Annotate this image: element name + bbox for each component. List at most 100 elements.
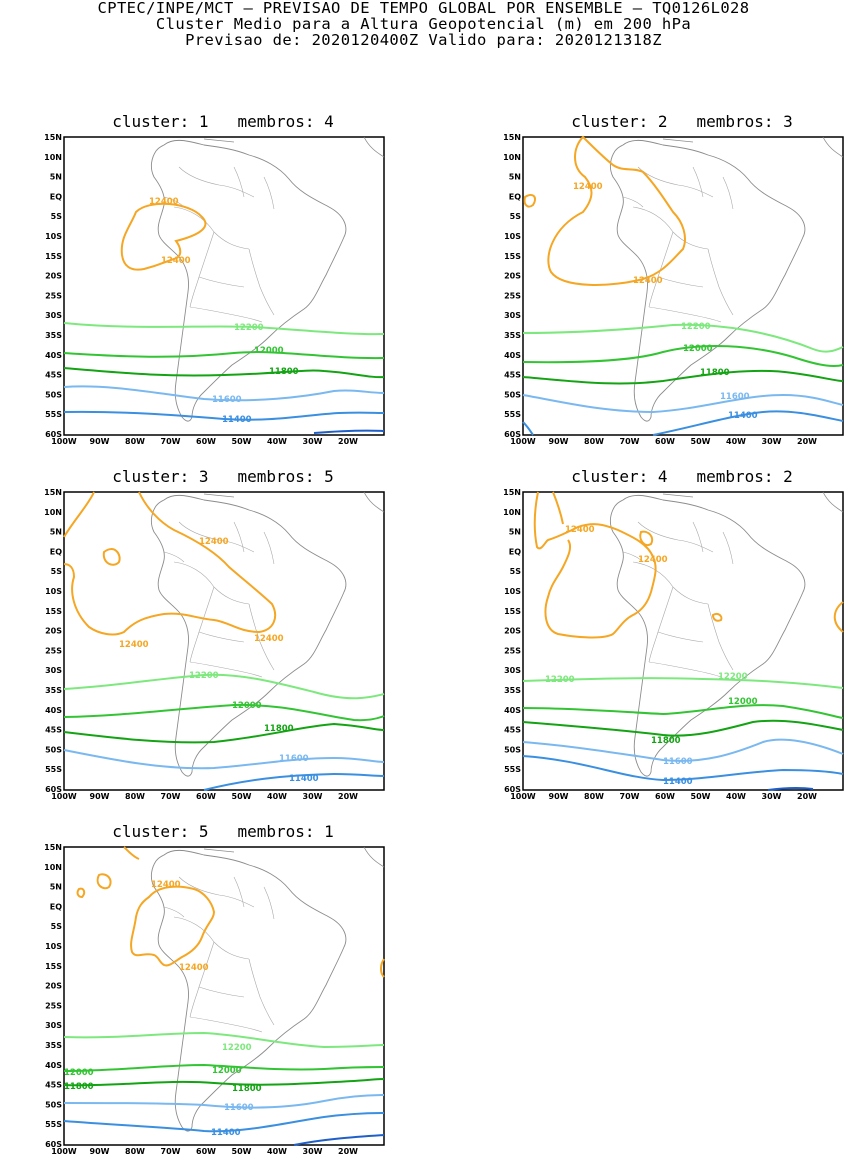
contour-label: 11600: [663, 757, 693, 767]
lat-tick-label: 15S: [504, 607, 521, 616]
lat-tick-label: 10S: [504, 587, 521, 596]
contour-11400: [63, 410, 385, 421]
lat-tick-label: 45S: [504, 726, 521, 735]
lat-tick-label: 5N: [50, 883, 62, 892]
country-border: [163, 906, 185, 918]
lat-tick-label: 5N: [50, 528, 62, 537]
lat-tick-label: 60S: [504, 785, 521, 794]
contour-label: 11400: [728, 411, 758, 421]
country-border: [233, 876, 245, 908]
lon-tick-labels: 100W 90W 80W 70W 60W 50W 40W 30W 20W: [510, 792, 817, 801]
lat-tick-labels: 15N 10N 5N EQ 5S 10S 15S 20S 25S 30S 35S 40S 45S 50S 5…: [503, 488, 521, 794]
country-border: [707, 248, 734, 316]
contour-11400: [522, 755, 844, 782]
lon-tick-label: 30W: [762, 437, 782, 446]
lon-tick-label: 30W: [303, 1147, 323, 1156]
lat-tick-label: 15N: [44, 843, 62, 852]
contour-12000: [63, 703, 385, 722]
caribbean-islands: [203, 848, 235, 853]
caribbean-islands: [662, 138, 694, 143]
lat-tick-label: 30S: [45, 1021, 62, 1030]
map-border: [522, 136, 844, 436]
lat-tick-label: 55S: [504, 410, 521, 419]
lat-tick-label: 30S: [45, 311, 62, 320]
contour-label: 11400: [211, 1128, 241, 1138]
panel-cluster-4: cluster: 4 membros: 2 15N 10N 5N EQ 5S 10S 15S…: [492, 467, 847, 807]
lat-tick-label: 20S: [504, 627, 521, 636]
lon-tick-label: 90W: [549, 792, 569, 801]
lon-tick-label: 20W: [338, 437, 358, 446]
caribbean-islands: [203, 138, 235, 143]
country-border: [178, 521, 255, 553]
lat-tick-label: 50S: [504, 390, 521, 399]
lat-tick-label: 35S: [45, 686, 62, 695]
country-border: [263, 886, 275, 920]
lat-tick-label: 10S: [45, 942, 62, 951]
contour-11800: [63, 1078, 385, 1087]
contour-label: 12400: [119, 640, 149, 650]
lat-tick-label: 15S: [45, 252, 62, 261]
lat-tick-label: 25S: [504, 646, 521, 655]
map-frame: 15N 10N 5N EQ 5S 10S 15S 20S 25S 30S 35S 40S 45S 50S 5…: [492, 132, 847, 452]
lon-tick-label: 80W: [584, 792, 604, 801]
lat-tick-label: EQ: [50, 547, 62, 556]
contour-11800: [63, 722, 385, 744]
lon-tick-labels: 100W 90W 80W 70W 60W 50W 40W 30W 20W: [510, 437, 817, 446]
panel-title: cluster: 5 membros: 1: [112, 822, 334, 841]
africa-coastline: [363, 846, 385, 868]
lon-tick-labels: 100W 90W 80W 70W 60W 50W 40W 30W 20W: [51, 1147, 358, 1156]
contour-12400: [63, 491, 277, 636]
map-border: [63, 846, 385, 1146]
contour-label: 12400: [149, 197, 179, 207]
lat-tick-label: 10N: [503, 508, 521, 517]
lon-tick-label: 60W: [655, 437, 675, 446]
contour-12400: [523, 194, 536, 208]
contour-label: 12400: [199, 537, 229, 547]
map-frame: 15N 10N 5N EQ 5S 10S 15S 20S 25S 30S 35S 40S 45S 50S 5…: [492, 487, 847, 807]
contour-label: 11600: [720, 392, 750, 402]
south-america-outline: [150, 491, 385, 777]
header-line-2: Cluster Medio para a Altura Geopotencial…: [155, 15, 692, 33]
lon-tick-labels: 100W 90W 80W 70W 60W 50W 40W 30W 20W: [51, 437, 358, 446]
contour-12200: [63, 322, 385, 336]
contour-11600: [522, 393, 844, 414]
country-border: [248, 958, 275, 1026]
contour-12400: [102, 548, 121, 566]
country-border: [692, 521, 704, 553]
contour-label: 12200: [681, 322, 711, 332]
lon-tick-label: 50W: [232, 437, 252, 446]
lat-tick-label: 25S: [45, 646, 62, 655]
country-border: [198, 276, 245, 288]
lon-tick-label: 70W: [620, 437, 640, 446]
contour-label: 12400: [633, 276, 663, 286]
map-border: [522, 491, 844, 791]
contour-11400: [63, 1112, 385, 1133]
contour-12400: [380, 958, 385, 978]
lon-tick-label: 50W: [691, 792, 711, 801]
country-border: [189, 661, 263, 678]
contour-label: 11400: [222, 415, 252, 425]
contour-label: 12400: [179, 963, 209, 973]
contour-label: 11800: [264, 724, 294, 734]
contour-12200: [63, 673, 385, 700]
contour-12200: [63, 1031, 385, 1049]
lat-tick-label: 50S: [504, 745, 521, 754]
lat-tick-labels: 15N 10N 5N EQ 5S 10S 15S 20S 25S 30S 35S 40S 45S 50S 5…: [44, 843, 62, 1149]
africa-coastline: [363, 491, 385, 513]
contour-11600: [63, 749, 385, 770]
panel-title: cluster: 1 membros: 4: [112, 112, 334, 131]
lat-tick-label: 10S: [45, 232, 62, 241]
contour-label: 12000: [254, 346, 284, 356]
lon-tick-label: 60W: [655, 792, 675, 801]
contour-12400: [120, 202, 207, 271]
contour-label: 12000: [232, 701, 262, 711]
lat-tick-label: 50S: [45, 390, 62, 399]
lat-tick-label: 35S: [504, 331, 521, 340]
lat-tick-labels: 15N 10N 5N EQ 5S 10S 15S 20S 25S 30S 35S 40S 45S 50S 5…: [503, 133, 521, 439]
lon-tick-label: 50W: [232, 1147, 252, 1156]
lat-tick-label: 60S: [504, 430, 521, 439]
contour-12400: [833, 601, 844, 633]
contour-label: 11600: [212, 395, 242, 405]
contour-12400: [76, 887, 86, 899]
panel-cluster-2: cluster: 2 membros: 3 15N 10N 5N EQ 5S 10S 15S…: [492, 112, 847, 452]
